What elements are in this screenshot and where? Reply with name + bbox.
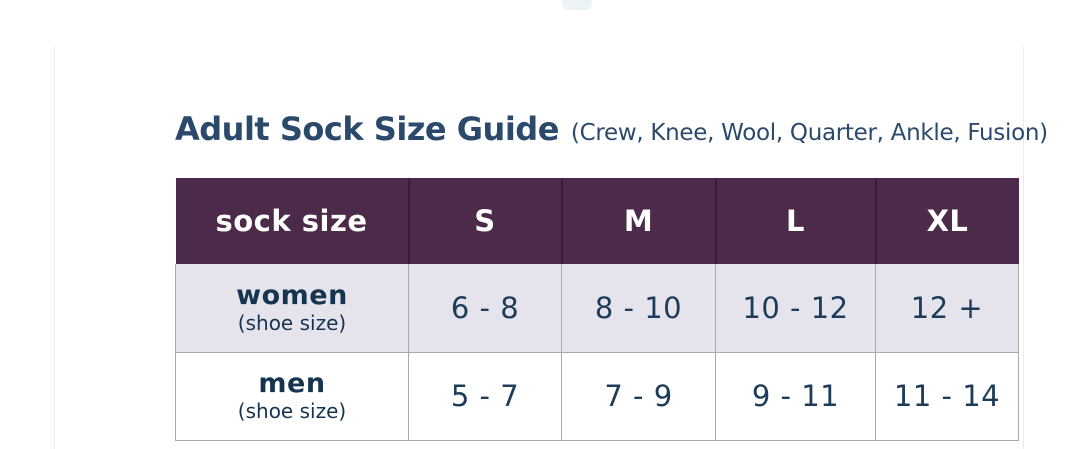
size-guide-table: sock size S M L XL women (shoe size) 6 -… xyxy=(175,178,1019,441)
size-guide-card: Adult Sock Size Guide (Crew, Knee, Wool,… xyxy=(54,46,1048,449)
size-guide-title: Adult Sock Size Guide xyxy=(175,110,559,148)
header-sock-size: sock size xyxy=(175,178,409,264)
cell-women-xl: 12 + xyxy=(875,264,1019,353)
row-label-women: women xyxy=(236,279,348,311)
cell-men-m: 7 - 9 xyxy=(561,351,716,441)
header-size-m: M xyxy=(560,178,716,264)
table-row-women: women (shoe size) 6 - 8 8 - 10 10 - 12 1… xyxy=(175,264,1019,353)
size-guide-title-note: (Crew, Knee, Wool, Quarter, Ankle, Fusio… xyxy=(570,120,1048,146)
cell-women-m: 8 - 10 xyxy=(561,264,716,353)
cell-women-s: 6 - 8 xyxy=(408,264,562,353)
cell-men-xl: 11 - 14 xyxy=(875,351,1019,441)
page-top-artifact xyxy=(562,0,592,10)
row-sublabel-men: (shoe size) xyxy=(237,399,347,423)
page-title: Adult Sock Size Guide (Crew, Knee, Wool,… xyxy=(175,110,1048,148)
row-header-men: men (shoe size) xyxy=(175,351,409,441)
row-header-women: women (shoe size) xyxy=(175,264,409,353)
cell-women-l: 10 - 12 xyxy=(715,264,876,353)
header-size-xl: XL xyxy=(874,178,1019,264)
table-header-row: sock size S M L XL xyxy=(175,178,1019,264)
header-size-s: S xyxy=(407,178,562,264)
cell-men-l: 9 - 11 xyxy=(715,351,876,441)
header-size-l: L xyxy=(714,178,876,264)
cell-men-s: 5 - 7 xyxy=(408,351,562,441)
row-sublabel-women: (shoe size) xyxy=(237,310,347,335)
row-label-men: men xyxy=(258,368,326,399)
table-row-men: men (shoe size) 5 - 7 7 - 9 9 - 11 11 - … xyxy=(175,351,1019,441)
